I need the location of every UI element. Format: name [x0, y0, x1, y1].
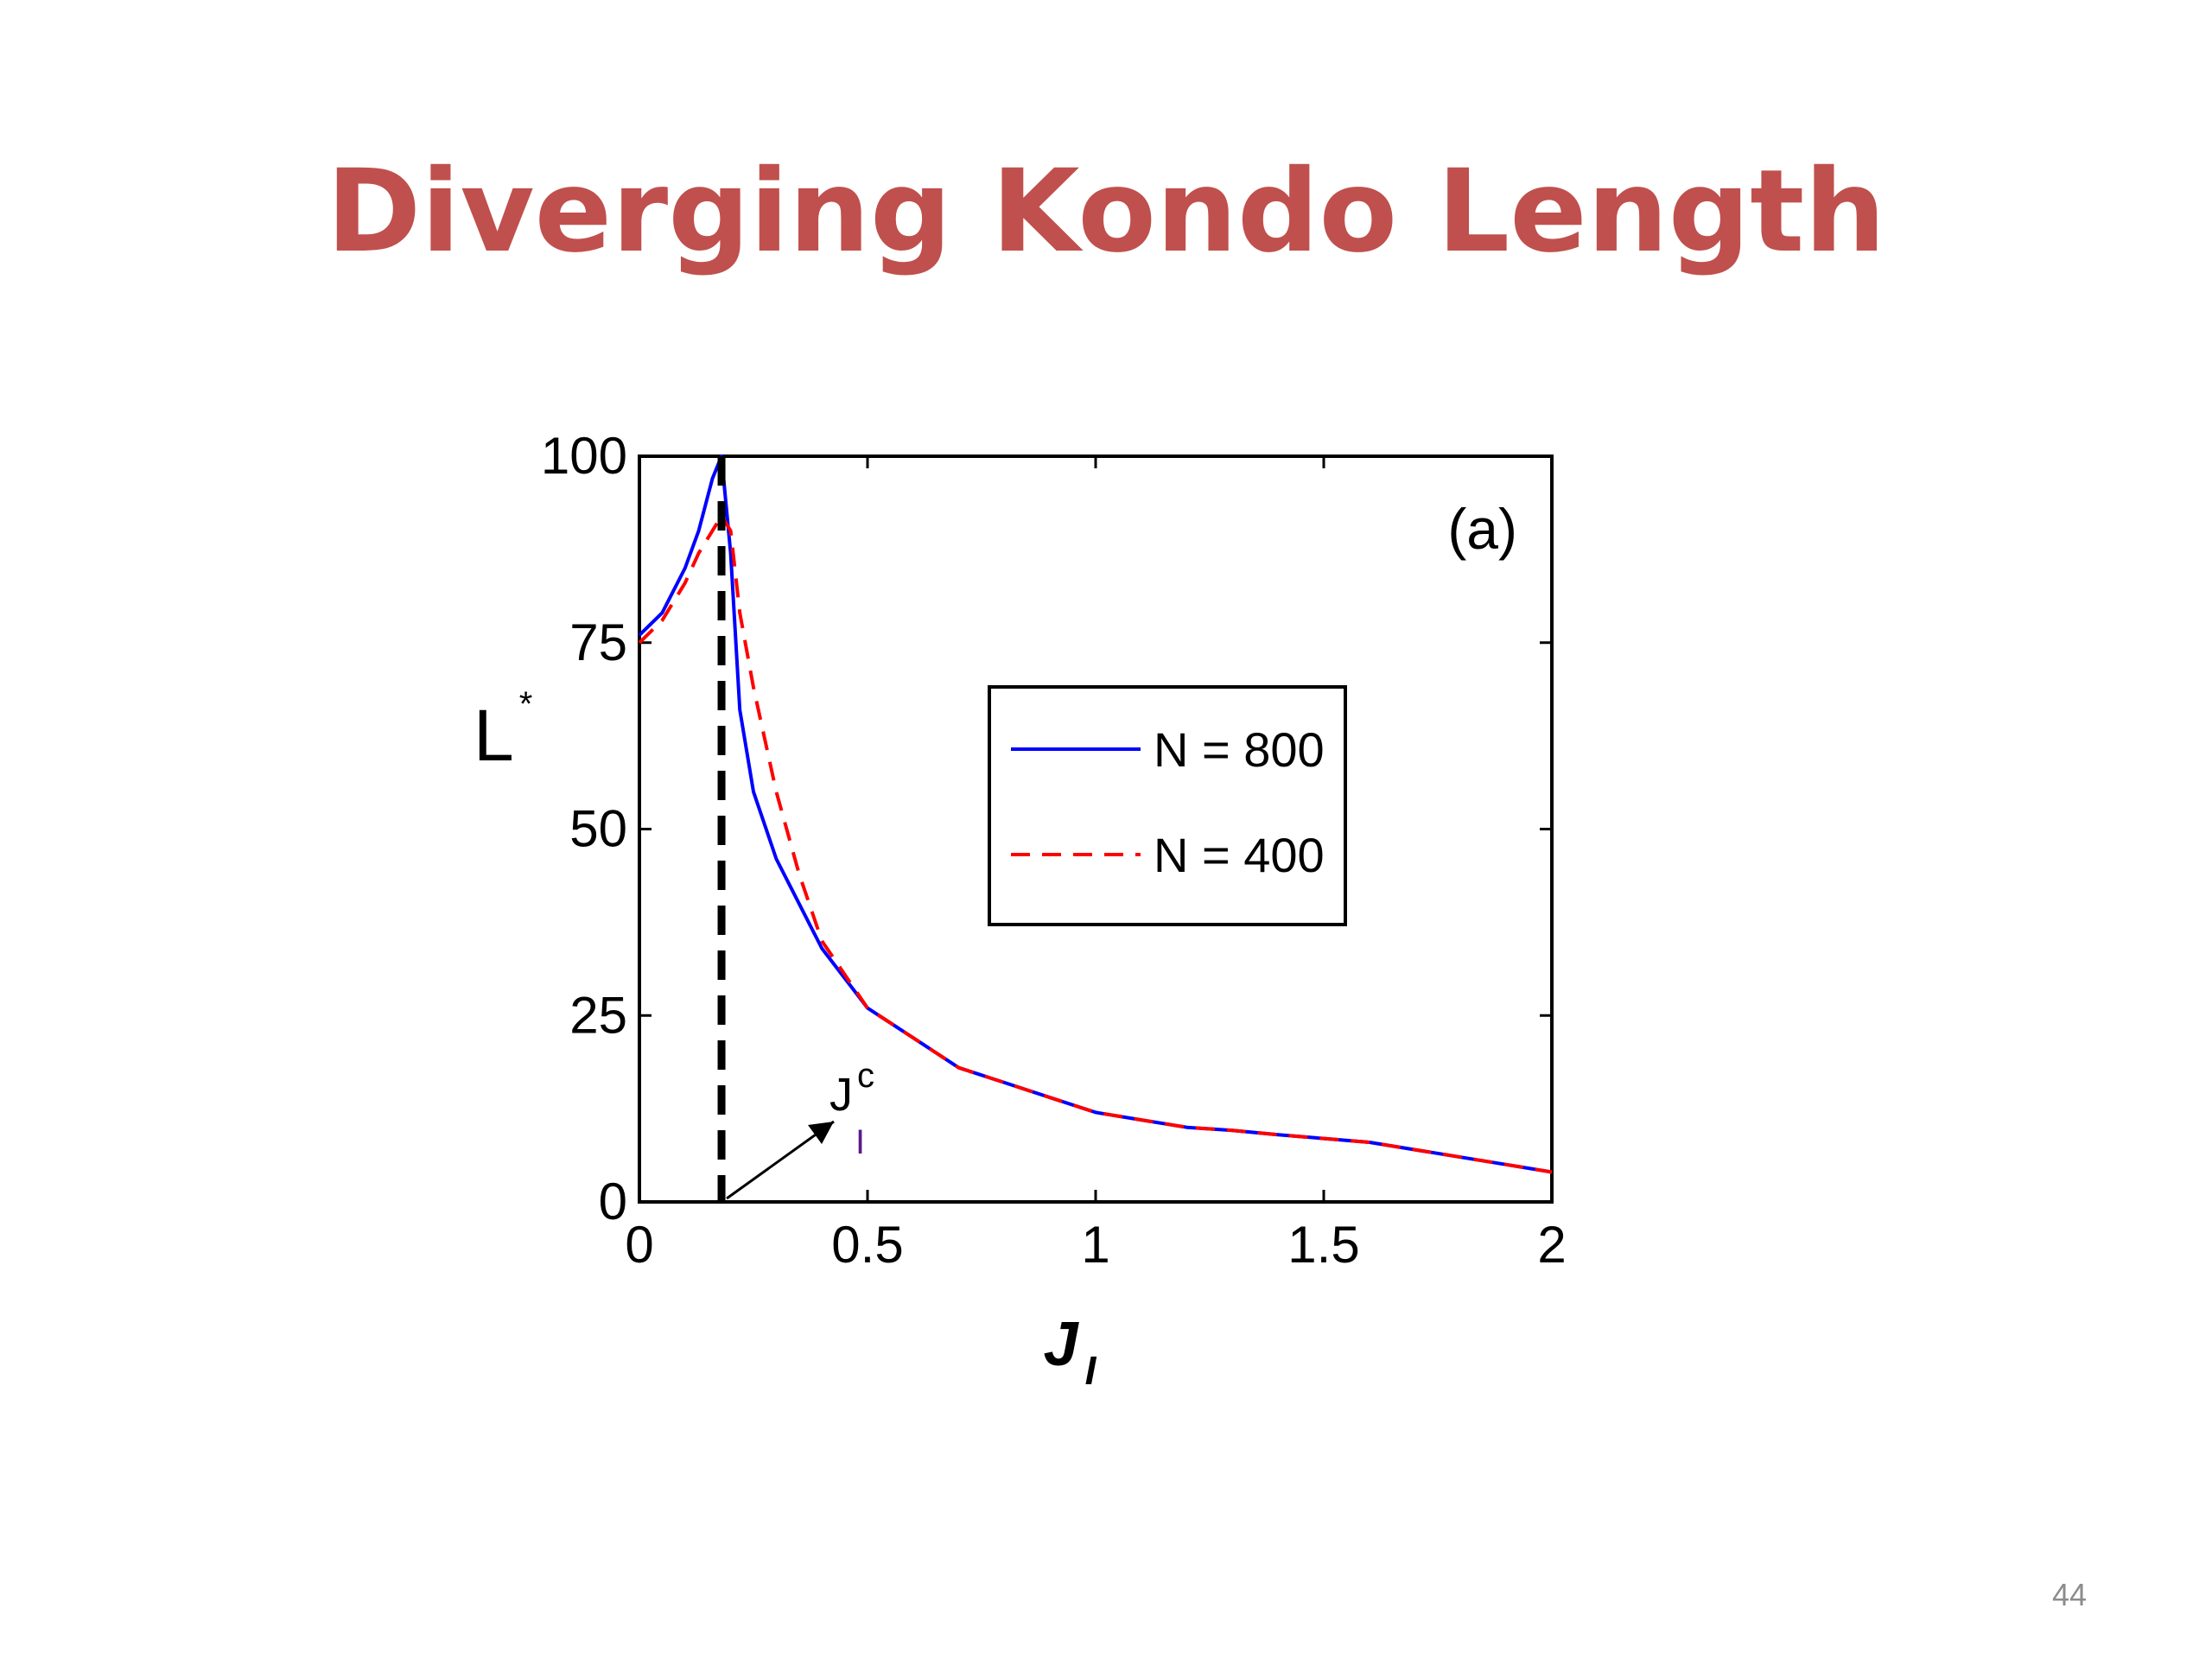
page-number: 44 [2051, 1577, 2087, 1612]
slide-title: Diverging Kondo Length [326, 145, 1886, 278]
legend-label-n400: N = 400 [1154, 828, 1325, 882]
x-tick-label: 0 [625, 1216, 653, 1274]
critical-label: J [830, 1069, 853, 1121]
y-tick-label: 50 [569, 800, 627, 858]
x-tick-label: 0.5 [831, 1216, 903, 1274]
series-line-n400 [638, 514, 1553, 1174]
x-tick-label: 1.5 [1287, 1216, 1359, 1274]
legend-label-n800: N = 800 [1154, 722, 1325, 777]
y-tick-label: 0 [599, 1173, 627, 1230]
legend-box [988, 685, 1347, 926]
critical-label-superscript: c [857, 1057, 874, 1095]
x-tick-label: 1 [1081, 1216, 1109, 1274]
panel-label: (a) [1447, 497, 1517, 561]
y-axis-label: L * [474, 685, 532, 776]
x-tick-label: 2 [1537, 1216, 1566, 1274]
critical-label-subscript: I [855, 1123, 865, 1161]
y-tick-label: 75 [569, 613, 627, 671]
y-tick-label: 100 [541, 427, 627, 485]
y-tick-label: 25 [569, 986, 627, 1044]
critical-arrow-head [808, 1122, 834, 1144]
plot-layer: 0 0.5 1 1.5 2 0 25 50 75 100 J I L * (a) J cI N = 800 N = … [474, 427, 1567, 1393]
